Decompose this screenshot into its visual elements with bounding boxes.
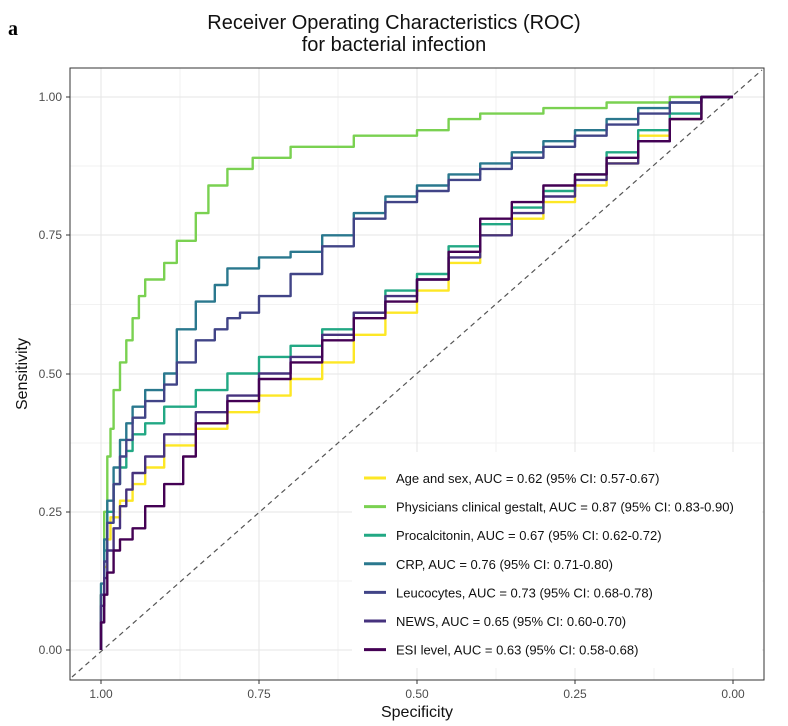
x-tick-label: 0.50 [405,687,429,701]
panel-label: a [8,18,18,40]
chart-title: Receiver Operating Characteristics (ROC)… [0,12,788,56]
y-tick-label: 0.75 [39,228,63,242]
chart-subtitle: for bacterial infection [301,34,487,56]
y-tick-label: 1.00 [39,90,63,104]
y-tick-label: 0.50 [39,367,63,381]
legend-label-3: Procalcitonin, AUC = 0.67 (95% CI: 0.62-… [396,528,662,543]
legend-label-4: CRP, AUC = 0.76 (95% CI: 0.71-0.80) [396,557,613,572]
series-line-5 [99,95,733,650]
series-line-4 [99,95,733,650]
axes-ticks: 1.00 0.75 0.50 0.25 0.00 0.00 0.25 0.50 0.75 1.00 [39,90,745,701]
legend-label-2: Physicians clinical gestalt, AUC = 0.87 … [396,500,734,515]
x-tick-label: 0.75 [247,687,271,701]
series-line-7 [99,95,733,650]
legend-label-7: ESI level, AUC = 0.63 (95% CI: 0.58-0.68… [396,643,638,658]
x-tick-label: 1.00 [89,687,113,701]
series-layer [99,95,733,650]
reference-diagonal [71,69,763,678]
legend-label-1: Age and sex, AUC = 0.62 (95% CI: 0.57-0.… [396,471,659,486]
legend: Age and sex, AUC = 0.62 (95% CI: 0.57-0.… [352,452,762,668]
legend-label-6: NEWS, AUC = 0.65 (95% CI: 0.60-0.70) [396,614,626,629]
chart-title-line1: Receiver Operating Characteristics (ROC) [207,12,581,34]
y-tick-label: 0.25 [39,505,63,519]
x-tick-label: 0.25 [563,687,587,701]
legend-label-5: Leucocytes, AUC = 0.73 (95% CI: 0.68-0.7… [396,585,653,600]
x-axis-label: Specificity [381,704,453,721]
y-tick-label: 0.00 [39,643,63,657]
series-line-2 [99,95,733,650]
x-tick-label: 0.00 [721,687,745,701]
y-axis-label: Sensitivity [14,338,31,410]
legend-box [352,452,762,668]
